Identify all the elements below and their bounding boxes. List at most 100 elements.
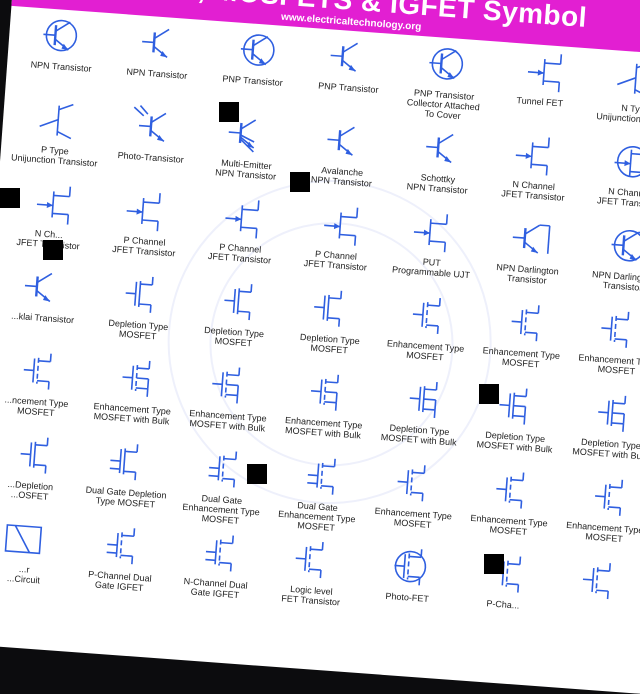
mosfet-icon [549, 555, 640, 608]
p-channel-jfet-arrow-icon [287, 199, 390, 252]
symbol-row: ...ncement Type MOSFET Enhancement Type M… [0, 343, 640, 477]
redaction-block [290, 172, 310, 192]
put-icon [382, 206, 485, 259]
symbol-cell: Enhancement Type MOSFET with Bulk [176, 357, 282, 448]
symbol-label: Enhancement Type MOSFET [565, 519, 640, 545]
symbol-label: Dual Gate Enhancement Type MOSFET [277, 500, 356, 533]
depletion-mosfet-bulk-icon [370, 373, 473, 426]
enhancement-mosfet-icon [460, 464, 563, 517]
symbol-label: NPN Darlington Transistor [591, 269, 640, 293]
symbol-cell: Enhancement Type MOSFET [457, 462, 563, 553]
symbol-cell: Enhancement Type MOSFET [565, 302, 640, 393]
symbol-label: PNP Transistor Collector Attached To Cov… [406, 87, 481, 122]
depletion-mosfet-icon [281, 283, 384, 336]
symbol-cell: Schottky NPN Transistor [386, 120, 492, 211]
symbol-cell: Depletion Type MOSFET with Bulk [367, 371, 473, 462]
symbol-cell: P Channel JFET Transistor [93, 183, 199, 274]
enhancement-mosfet-icon [376, 290, 479, 343]
n-channel-dual-gate-igfet-icon [166, 527, 269, 580]
n-type-ujt-icon [586, 52, 640, 105]
enhancement-mosfet-bulk-icon [179, 359, 282, 412]
symbol-cell: Photo-FET [355, 539, 461, 630]
npn-transistor-circle-icon [12, 10, 115, 63]
p-channel-dual-gate-igfet-icon [71, 520, 174, 573]
symbol-cell: Enhancement Type MOSFET with Bulk [272, 364, 378, 455]
p-type-ujt-icon [6, 94, 109, 147]
npn-darlington-icon [478, 213, 581, 266]
redaction-block [484, 554, 504, 574]
symbol-cell: Dual Gate Enhancement Type MOSFET [170, 441, 276, 532]
symbol-cell: Enhancement Type MOSFET [469, 295, 575, 386]
symbol-cell: Tunnel FET [488, 43, 594, 134]
enhancement-mosfet-icon [364, 457, 467, 510]
sziklai-transistor-icon [0, 261, 96, 314]
symbol-cell: Depletion Type MOSFET with Bulk [559, 385, 640, 476]
symbol-cell: Enhancement Type MOSFET [361, 455, 467, 546]
pnp-transistor-circle-icon [203, 24, 306, 77]
symbol-cell [547, 553, 640, 644]
pnp-collector-cover-icon [395, 38, 498, 91]
symbol-label: Depletion Type MOSFET with Bulk [572, 436, 640, 462]
redaction-block [479, 384, 499, 404]
symbol-cell: P Channel JFET Transistor [188, 190, 294, 281]
depletion-mosfet-bulk-icon [562, 387, 640, 440]
enhancement-mosfet-bulk-icon [83, 352, 186, 405]
symbol-cell: ...klai Transistor [0, 259, 97, 350]
redaction-block [0, 188, 20, 208]
symbol-cell: Dual Gate Depletion Type MOSFET [74, 434, 180, 525]
symbol-cell: N-Channel Dual Gate IGFET [164, 525, 270, 616]
circuit-icon [0, 513, 78, 566]
pnp-transistor-icon [299, 31, 402, 84]
enhancement-mosfet-icon [555, 471, 640, 524]
symbol-cell: PNP Transistor Collector Attached To Cov… [392, 36, 498, 127]
symbol-cell: Photo-Transistor [99, 99, 205, 190]
symbol-cell: PNP Transistor [296, 29, 402, 120]
npn-transistor-icon [107, 17, 210, 70]
symbol-cell: PUT Programmable UJT [380, 204, 486, 295]
symbol-cell: P-Channel Dual Gate IGFET [68, 518, 174, 609]
symbol-cell: NPN Transistor [9, 8, 115, 99]
symbol-label: Dual Gate Enhancement Type MOSFET [182, 493, 261, 526]
symbol-cell: N Ch... JFET Transistor [0, 176, 103, 267]
symbol-label: N Channel JFET Transistor [596, 186, 640, 210]
symbol-cell: N Channel JFET Transistor [482, 127, 588, 218]
symbol-cell: Enhancement Type MOSFET [553, 469, 640, 560]
symbol-cell: N Type Unijunction Trans... [584, 50, 640, 141]
symbol-cell: Depletion Type MOSFET with Bulk [463, 378, 569, 469]
symbol-cell: Depletion Type MOSFET [86, 266, 192, 357]
p-channel-jfet-icon [191, 192, 294, 245]
dual-gate-enhancement-mosfet-icon [268, 450, 371, 503]
symbol-cell: Avalanche NPN Transistor [290, 113, 396, 204]
p-channel-fet-icon [454, 548, 557, 601]
avalanche-npn-icon [293, 115, 396, 168]
symbol-cell: ...r ...Circuit [0, 511, 78, 602]
symbol-cell: Multi-Emitter NPN Transistor [194, 106, 300, 197]
photo-fet-icon [358, 541, 461, 594]
logic-level-fet-icon [262, 534, 365, 587]
dual-gate-depletion-mosfet-icon [77, 436, 180, 489]
symbol-cell: ...ncement Type MOSFET [0, 343, 90, 434]
symbol-row: P Type Unijunction Transistor Photo-Trans… [0, 92, 640, 226]
symbol-grid: NPN Transistor NPN Transistor PNP Transist… [0, 8, 640, 644]
symbol-cell: N Channel JFET Transistor [577, 134, 640, 225]
redaction-block [43, 240, 63, 260]
symbol-cell: P Type Unijunction Transistor [3, 92, 109, 183]
tunnel-fet-icon [490, 45, 593, 98]
symbol-cell: Dual Gate Enhancement Type MOSFET [266, 448, 372, 539]
enhancement-mosfet-bulk-icon [274, 366, 377, 419]
symbol-row: ...klai Transistor Depletion Type MOSFET D… [0, 259, 640, 393]
photo-transistor-icon [101, 101, 204, 154]
n-channel-jfet-icon [484, 129, 587, 182]
symbol-cell: P Channel JFET Transistor [284, 197, 390, 288]
enhancement-mosfet-icon [568, 304, 640, 357]
redaction-block [247, 464, 267, 484]
redaction-block [219, 102, 239, 122]
symbol-cell: Depletion Type MOSFET [278, 281, 384, 372]
symbol-cell: NPN Darlington Transistor [476, 211, 582, 302]
symbol-cell: Depletion Type MOSFET [182, 274, 288, 365]
symbol-cell: Enhancement Type MOSFET with Bulk [80, 350, 186, 441]
symbol-cell: NPN Darlington Transistor [571, 218, 640, 309]
symbol-row: ...Depletion ...OSFET Dual Gate Depletion… [0, 427, 640, 561]
